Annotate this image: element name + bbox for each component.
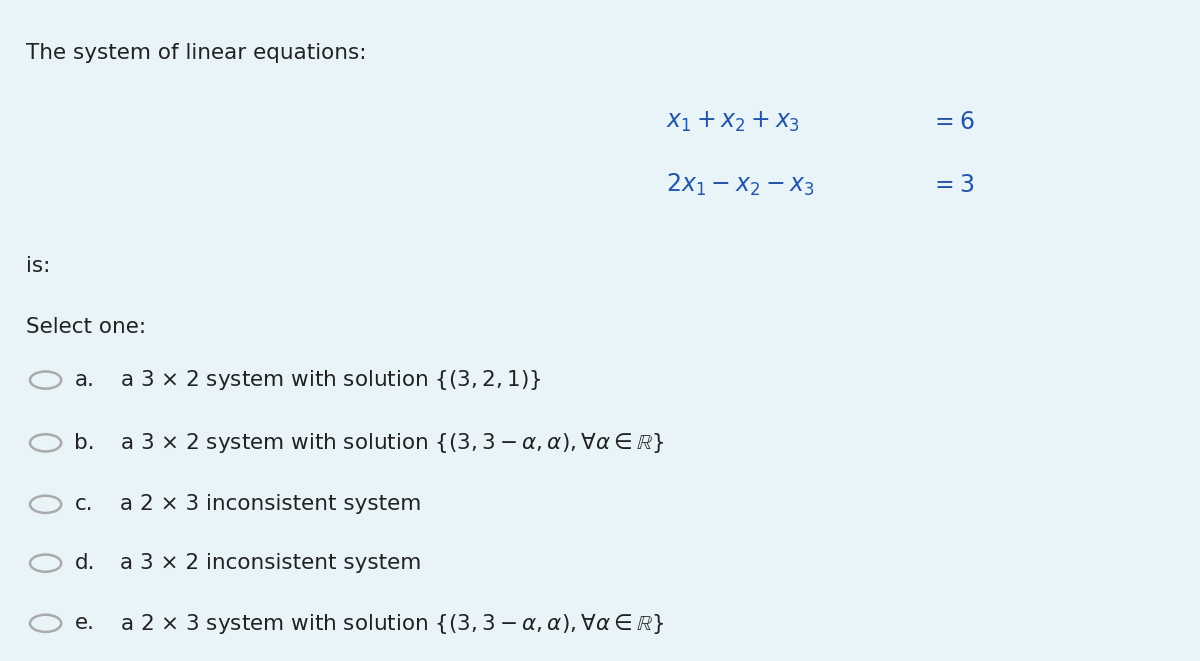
Text: b.: b. (74, 433, 95, 453)
Text: a 3 × 2 system with solution $\{(3, 2, 1)\}$: a 3 × 2 system with solution $\{(3, 2, 1… (120, 368, 541, 392)
Text: a 3 × 2 inconsistent system: a 3 × 2 inconsistent system (120, 553, 421, 573)
Text: $= 3$: $= 3$ (930, 174, 974, 196)
Text: $x_1 + x_2 + x_3$: $x_1 + x_2 + x_3$ (666, 110, 800, 134)
Text: d.: d. (74, 553, 95, 573)
Text: a 3 × 2 system with solution $\{(3, 3 - \alpha, \alpha), \forall\alpha \in \math: a 3 × 2 system with solution $\{(3, 3 - … (120, 430, 664, 455)
Text: e.: e. (74, 613, 95, 633)
Text: $2x_1 - x_2 - x_3$: $2x_1 - x_2 - x_3$ (666, 172, 815, 198)
Text: is:: is: (26, 256, 50, 276)
Text: a 2 × 3 system with solution $\{(3, 3 - \alpha, \alpha), \forall\alpha \in \math: a 2 × 3 system with solution $\{(3, 3 - … (120, 611, 664, 636)
Text: $= 6$: $= 6$ (930, 111, 974, 134)
Text: Select one:: Select one: (26, 317, 146, 337)
Text: c.: c. (74, 494, 94, 514)
Text: a.: a. (74, 370, 95, 390)
Text: The system of linear equations:: The system of linear equations: (26, 43, 367, 63)
Text: a 2 × 3 inconsistent system: a 2 × 3 inconsistent system (120, 494, 421, 514)
